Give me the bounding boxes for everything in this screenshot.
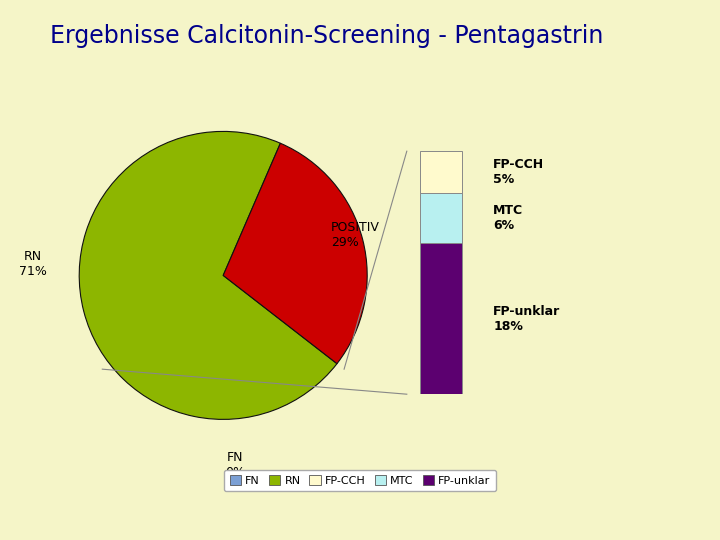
Text: POSITIV
29%: POSITIV 29% — [331, 221, 380, 249]
Text: FP-unklar
18%: FP-unklar 18% — [493, 305, 560, 333]
Wedge shape — [223, 275, 337, 363]
Bar — [420, 244, 462, 394]
Text: RN
71%: RN 71% — [19, 250, 47, 278]
Bar — [420, 151, 462, 193]
Wedge shape — [79, 131, 337, 420]
Text: FP-CCH
5%: FP-CCH 5% — [493, 158, 544, 186]
Text: Ergebnisse Calcitonin-Screening - Pentagastrin: Ergebnisse Calcitonin-Screening - Pentag… — [50, 24, 604, 48]
Legend: FN, RN, FP-CCH, MTC, FP-unklar: FN, RN, FP-CCH, MTC, FP-unklar — [224, 470, 496, 491]
Text: FN
0%: FN 0% — [225, 451, 245, 479]
Text: MTC
6%: MTC 6% — [493, 204, 523, 232]
Bar — [420, 193, 462, 244]
Wedge shape — [223, 143, 367, 363]
